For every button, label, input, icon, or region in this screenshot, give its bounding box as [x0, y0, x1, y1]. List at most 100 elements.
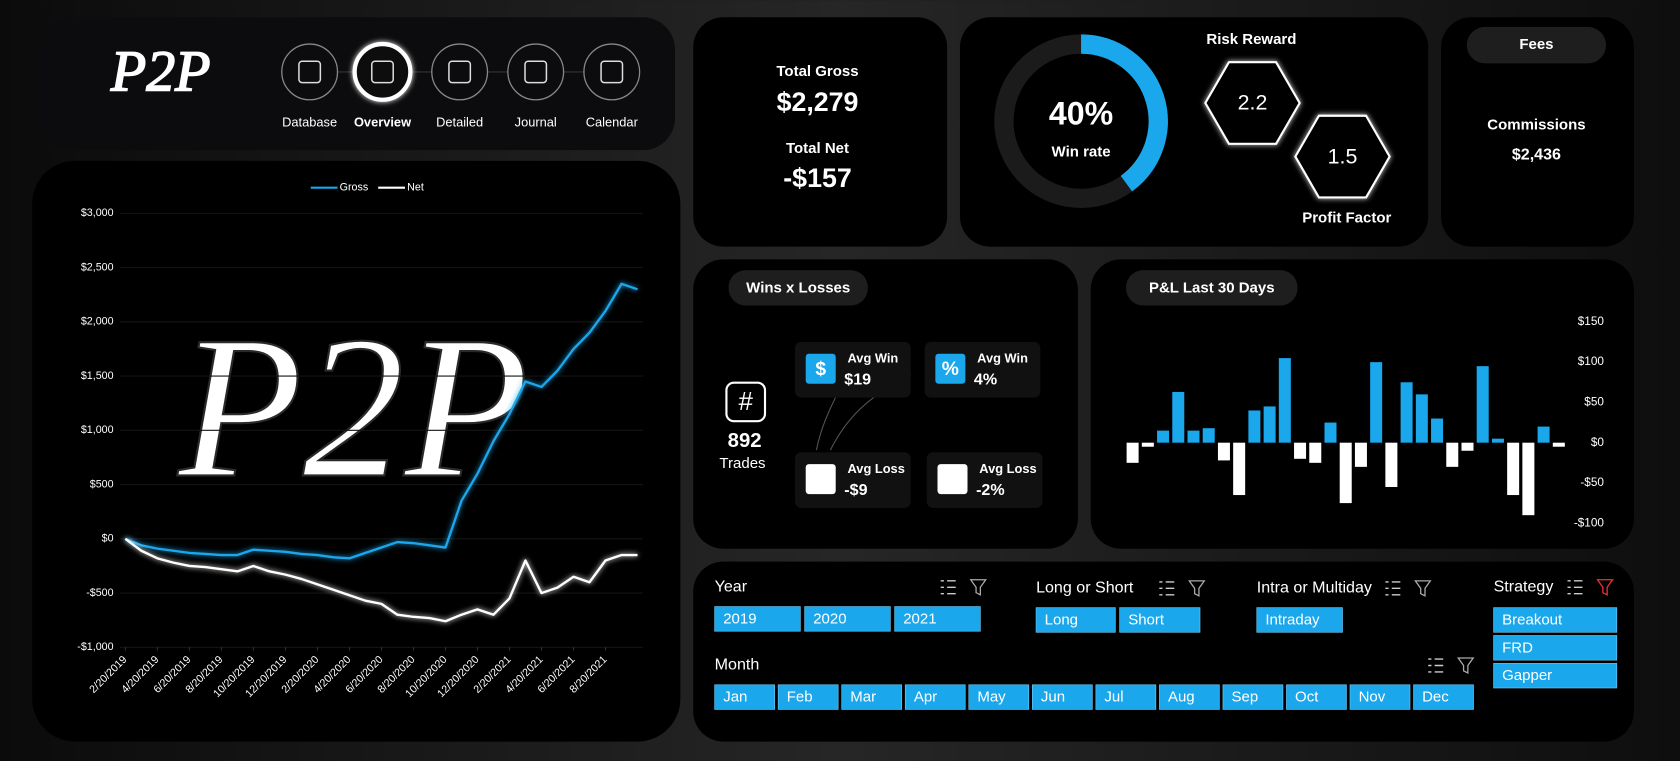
- y-tick-label: $2,000: [81, 316, 114, 328]
- filter-button[interactable]: [1035, 607, 1116, 633]
- stat-icon: [805, 353, 836, 384]
- filter-button-label: 2021: [903, 610, 936, 627]
- value: 1.5: [1328, 144, 1358, 168]
- filter-button[interactable]: [904, 684, 966, 710]
- value: $2,279: [777, 87, 859, 117]
- stat-label: Avg Loss: [848, 461, 905, 476]
- bar: [1491, 438, 1504, 443]
- filter-title: Year: [715, 578, 748, 596]
- filter-button[interactable]: [1493, 635, 1618, 661]
- bar: [1248, 410, 1261, 443]
- bar: [1263, 406, 1276, 443]
- stat-icon: [805, 464, 836, 495]
- filter-button[interactable]: [1286, 684, 1347, 710]
- bar: [1233, 442, 1246, 496]
- filter-title: Month: [715, 656, 760, 674]
- y-tick-label: $150: [1578, 315, 1605, 328]
- filter-button[interactable]: [777, 684, 839, 710]
- filter-button[interactable]: [714, 606, 801, 632]
- filter-button[interactable]: [1493, 663, 1618, 689]
- multi-select-icon[interactable]: [1428, 658, 1444, 673]
- nav-label: Calendar: [586, 115, 639, 130]
- watermark: P2P: [176, 295, 528, 520]
- nav-button[interactable]: [281, 43, 339, 101]
- bar: [1324, 422, 1337, 443]
- y-tick-label: -$1,000: [77, 641, 113, 653]
- title: Wins x Losses: [746, 279, 850, 296]
- bar: [1476, 366, 1489, 443]
- line-panel: [32, 160, 681, 742]
- filter-button-label: Sep: [1232, 689, 1259, 706]
- stat-value: -2%: [976, 481, 1005, 499]
- clear-filter-icon[interactable]: [1596, 579, 1614, 596]
- value: 2.2: [1238, 91, 1268, 115]
- bar: [1431, 418, 1444, 443]
- nav-button[interactable]: [352, 41, 413, 102]
- filter-button-label: Short: [1128, 611, 1165, 628]
- nav-button[interactable]: [507, 43, 565, 101]
- y-tick-label: $0: [102, 533, 114, 545]
- filter-button[interactable]: [804, 606, 891, 632]
- bar: [1157, 430, 1170, 443]
- stat-icon-text: %: [944, 469, 961, 490]
- filter-button[interactable]: [714, 684, 775, 710]
- filter-button[interactable]: [894, 606, 981, 632]
- multi-select-icon[interactable]: [940, 580, 956, 595]
- multi-select-icon[interactable]: [1567, 580, 1583, 595]
- stat-label: Avg Win: [977, 350, 1028, 365]
- filter-button[interactable]: [841, 684, 903, 710]
- filter-button[interactable]: [1095, 684, 1157, 710]
- filter-button-label: Long: [1045, 611, 1078, 628]
- filter-button[interactable]: [1256, 607, 1343, 633]
- filter-button[interactable]: [968, 684, 1030, 710]
- fees-panel: [1441, 17, 1634, 247]
- bar: [1187, 430, 1200, 443]
- icon-box: [725, 381, 767, 423]
- filter-button-label: 2020: [813, 610, 846, 627]
- nav-label: Journal: [515, 115, 557, 130]
- multi-select-icon[interactable]: [1159, 581, 1175, 596]
- filter-button-label: 2019: [723, 610, 756, 627]
- stat-value: $19: [844, 371, 871, 389]
- filter-button-label: Jul: [1104, 689, 1123, 706]
- bar: [1446, 442, 1459, 467]
- filter-button[interactable]: [1031, 684, 1093, 710]
- filter-button[interactable]: [1493, 607, 1618, 633]
- bar: [1278, 358, 1291, 443]
- multi-select-icon[interactable]: [1385, 581, 1401, 596]
- nav-label: Detailed: [436, 115, 483, 130]
- hexagon: [1294, 114, 1391, 199]
- filter-button[interactable]: [1413, 684, 1474, 710]
- label: Total Net: [786, 140, 849, 157]
- clear-filter-icon[interactable]: [1414, 580, 1432, 597]
- nav-button[interactable]: [583, 43, 641, 101]
- nav-icon: [448, 60, 472, 84]
- filter-button-label: Dec: [1422, 689, 1449, 706]
- clear-filter-icon[interactable]: [1188, 580, 1206, 597]
- nav-icon: [298, 60, 322, 84]
- bar: [1385, 442, 1398, 487]
- filter-title: Strategy: [1494, 578, 1554, 596]
- filter-button[interactable]: [1119, 607, 1201, 633]
- line-series: [124, 282, 638, 560]
- filter-button[interactable]: [1349, 684, 1411, 710]
- logo: P2P: [110, 39, 211, 104]
- hexagon: [1204, 61, 1301, 145]
- filter-button-label: FRD: [1502, 639, 1533, 656]
- y-tick-label: $100: [1578, 355, 1605, 368]
- filter-button[interactable]: [1222, 684, 1284, 710]
- stat-value: 4%: [974, 371, 997, 389]
- filter-button[interactable]: [1159, 684, 1220, 710]
- bar: [1202, 428, 1215, 443]
- value: $2,436: [1512, 146, 1561, 164]
- filter-title: Intra or Multiday: [1257, 579, 1372, 597]
- win-rate: 40%: [1049, 95, 1113, 131]
- filter-button-label: May: [977, 689, 1006, 706]
- bar: [1354, 442, 1367, 467]
- nav-button[interactable]: [431, 43, 489, 101]
- bar: [1461, 442, 1474, 451]
- nav-label: Database: [282, 115, 337, 130]
- clear-filter-icon[interactable]: [1456, 657, 1475, 675]
- clear-filter-icon[interactable]: [969, 579, 987, 596]
- pill: [728, 270, 868, 306]
